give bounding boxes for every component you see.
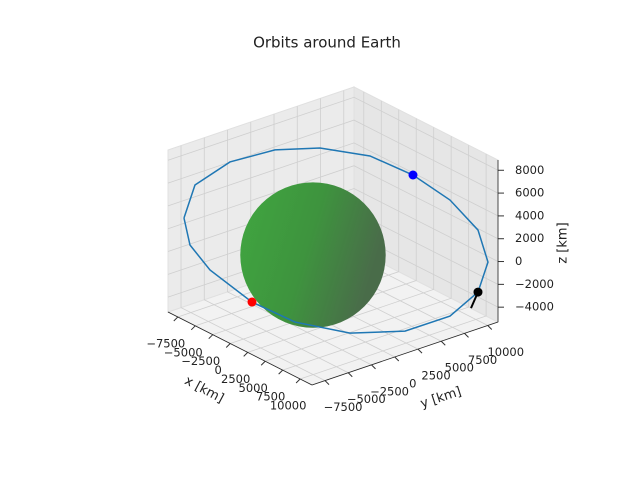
- x-tick-label: 5000: [239, 381, 268, 395]
- grid-line: [180, 145, 326, 381]
- x-tick: [208, 334, 214, 340]
- y-tick: [464, 332, 469, 338]
- y-tick-label: −2500: [370, 384, 409, 398]
- z-tick-label: 0: [515, 254, 522, 268]
- y-tick: [394, 356, 400, 362]
- y-tick-label: −7500: [324, 400, 363, 414]
- grid-line: [167, 188, 499, 262]
- grid-line: [167, 142, 499, 217]
- earth: [240, 182, 386, 328]
- x-tick-label: 10000: [270, 398, 307, 412]
- z-tick-label: 8000: [515, 163, 544, 177]
- y-tick-label: 0: [409, 376, 416, 390]
- x-tick-label: 2500: [221, 372, 250, 386]
- chart-title: Orbits around Earth: [253, 34, 401, 52]
- x-tick: [243, 352, 249, 357]
- earth-tint: [240, 182, 386, 328]
- y-axis-label: y [km]: [419, 384, 464, 411]
- z-axis-label: z [km]: [556, 222, 571, 263]
- x-tick-label: −2500: [181, 354, 220, 368]
- z-tick-label: 2000: [515, 231, 544, 245]
- y-tick: [440, 340, 446, 346]
- satellite-point: [247, 297, 257, 307]
- x-tick-label: −7500: [146, 336, 185, 350]
- grid-line: [167, 165, 499, 240]
- y-tick-label: 2500: [421, 369, 450, 383]
- grid-line: [227, 129, 372, 366]
- y-tick: [417, 348, 423, 354]
- x-tick: [190, 325, 196, 331]
- z-tick-label: 4000: [515, 208, 544, 222]
- x-tick-label: 0: [215, 363, 222, 377]
- z-tick-label: −2000: [515, 277, 554, 291]
- grid-line: [299, 153, 487, 380]
- x-tick-label: 7500: [256, 390, 285, 404]
- grid-line: [167, 96, 499, 171]
- grid-line: [203, 137, 349, 374]
- y-tick-label: 10000: [487, 345, 524, 359]
- z-tick-label: −4000: [515, 300, 554, 314]
- x-tick: [278, 369, 283, 375]
- z-tick-label: 6000: [515, 186, 544, 200]
- x-tick-label: −5000: [164, 345, 203, 359]
- grid-line: [247, 127, 435, 353]
- x-tick: [260, 360, 266, 366]
- x-axis-line: [167, 311, 313, 386]
- x-tick: [173, 316, 179, 322]
- y-tick: [371, 364, 376, 370]
- y-tick: [324, 380, 330, 385]
- y-axis-line: [311, 321, 499, 386]
- grid-line: [265, 136, 452, 362]
- y-tick: [487, 325, 493, 330]
- y-tick-label: 7500: [468, 353, 497, 367]
- x-axis-label: x [km]: [182, 373, 226, 406]
- x-tick: [225, 343, 231, 348]
- y-tick-label: −5000: [347, 392, 386, 406]
- satellite-point: [473, 287, 483, 297]
- y-tick-label: 5000: [445, 361, 474, 375]
- satellite-point: [408, 170, 418, 180]
- y-tick: [347, 372, 353, 378]
- x-tick: [295, 378, 301, 384]
- grid-line: [282, 145, 470, 371]
